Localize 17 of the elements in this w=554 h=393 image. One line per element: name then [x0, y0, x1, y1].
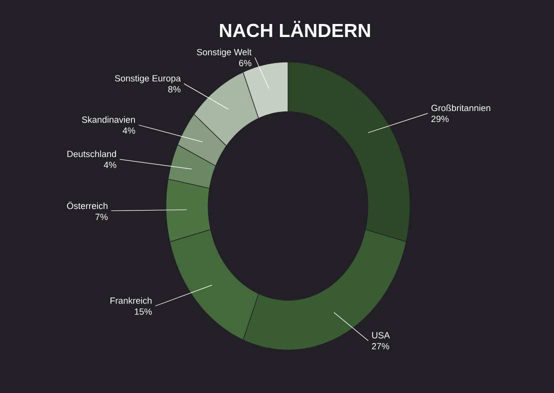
slice-label: Großbritannien — [431, 104, 490, 112]
slice-label: Sonstige Welt — [196, 48, 252, 58]
slice-label: Österreich — [67, 201, 108, 210]
data-label: 6% — [239, 60, 252, 66]
data-label: 29% — [431, 116, 449, 122]
data-label: 15% — [134, 308, 152, 315]
slice-label: Deutschland — [67, 150, 116, 158]
data-label: 8% — [168, 86, 181, 92]
data-label: 4% — [122, 127, 136, 134]
chart-title: NACH LÄNDERN — [220, 20, 370, 38]
slice-label: Frankreich — [110, 297, 152, 304]
data-label: 4% — [104, 162, 116, 168]
slice-label: Skandinavien — [82, 116, 135, 123]
slice-label: USA — [372, 332, 390, 338]
slice-label: Sonstige Europa — [114, 74, 181, 84]
data-label: 27% — [372, 343, 390, 350]
data-label: 7% — [95, 214, 108, 220]
